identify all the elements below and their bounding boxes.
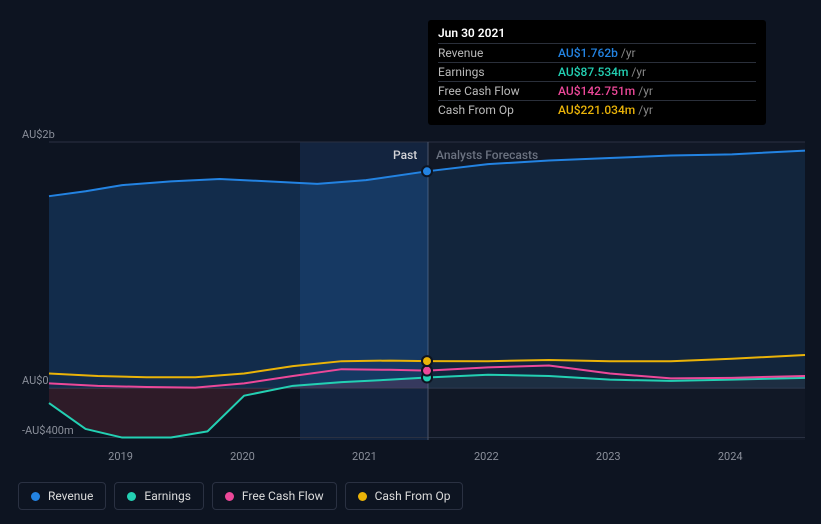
tooltip-unit: /yr	[638, 103, 653, 117]
legend-label: Earnings	[144, 489, 191, 503]
legend-item-cashop[interactable]: Cash From Op	[345, 482, 464, 510]
tooltip-unit: /yr	[621, 46, 636, 60]
x-tick-label: 2019	[108, 450, 133, 463]
tooltip-value: AU$142.751m	[558, 84, 635, 98]
legend-label: Revenue	[48, 489, 93, 503]
hover-tooltip: Jun 30 2021 RevenueAU$1.762b/yrEarningsA…	[428, 20, 766, 125]
tooltip-row-fcf: Free Cash FlowAU$142.751m/yr	[438, 81, 756, 100]
x-tick-label: 2021	[352, 450, 377, 463]
legend-label: Free Cash Flow	[242, 489, 324, 503]
legend-dot-icon	[127, 492, 136, 501]
tooltip-label: Revenue	[438, 46, 558, 60]
tooltip-unit: /yr	[638, 84, 653, 98]
tooltip-unit: /yr	[631, 65, 646, 79]
tooltip-value: AU$87.534m	[558, 65, 628, 79]
tooltip-value: AU$1.762b	[558, 46, 618, 60]
legend-item-earnings[interactable]: Earnings	[114, 482, 204, 510]
tooltip-row-revenue: RevenueAU$1.762b/yr	[438, 43, 756, 62]
forecasts-label: Analysts Forecasts	[436, 148, 538, 162]
legend-dot-icon	[358, 492, 367, 501]
legend-dot-icon	[31, 492, 40, 501]
x-tick-label: 2020	[230, 450, 255, 463]
legend-label: Cash From Op	[375, 489, 451, 503]
tooltip-label: Cash From Op	[438, 103, 558, 117]
x-tick-label: 2024	[718, 450, 743, 463]
x-tick-label: 2022	[474, 450, 499, 463]
past-label: Past	[393, 148, 417, 162]
tooltip-label: Earnings	[438, 65, 558, 79]
tooltip-label: Free Cash Flow	[438, 84, 558, 98]
x-tick-label: 2023	[596, 450, 621, 463]
y-tick-label: AU$0	[22, 374, 49, 387]
tooltip-date: Jun 30 2021	[438, 26, 756, 43]
tooltip-row-earnings: EarningsAU$87.534m/yr	[438, 62, 756, 81]
legend-dot-icon	[225, 492, 234, 501]
tooltip-value: AU$221.034m	[558, 103, 635, 117]
legend-item-fcf[interactable]: Free Cash Flow	[212, 482, 337, 510]
y-tick-label: AU$2b	[22, 128, 55, 141]
legend: Revenue Earnings Free Cash Flow Cash From O…	[18, 482, 463, 510]
tooltip-row-cashop: Cash From OpAU$221.034m/yr	[438, 100, 756, 119]
y-tick-label: -AU$400m	[22, 424, 74, 437]
financials-chart: AU$2b AU$0 -AU$400m 2019 2020 2021 2022 2023 20…	[0, 0, 821, 524]
legend-item-revenue[interactable]: Revenue	[18, 482, 106, 510]
